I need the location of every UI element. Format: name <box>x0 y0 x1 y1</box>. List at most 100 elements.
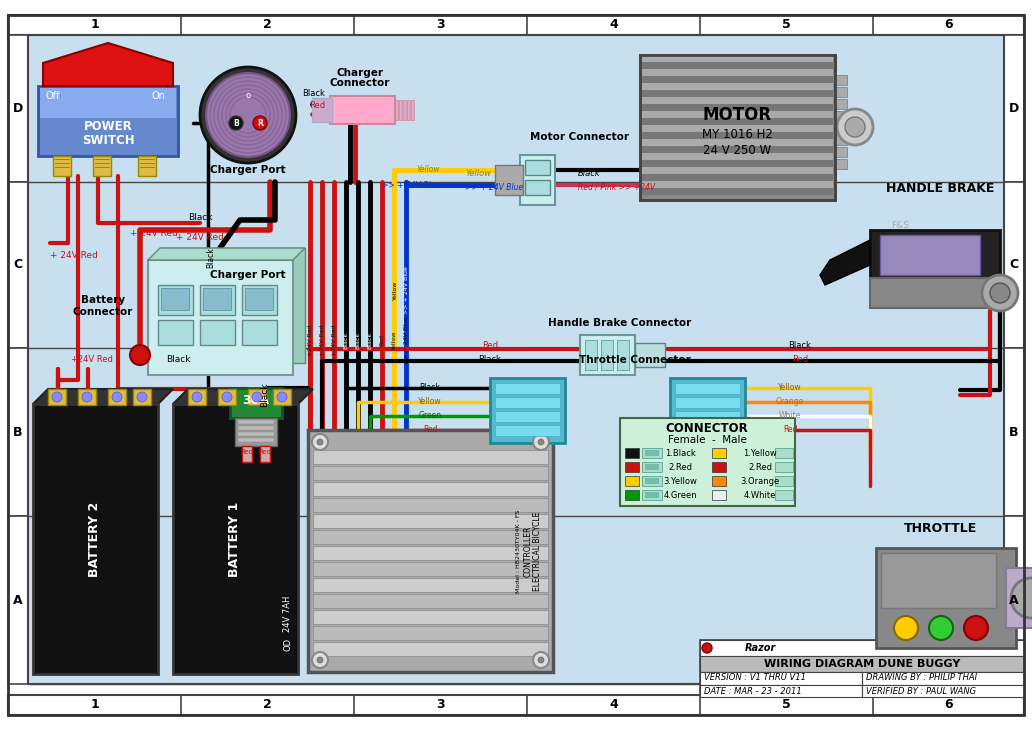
Circle shape <box>894 616 918 640</box>
Bar <box>218 389 236 405</box>
Bar <box>642 62 833 69</box>
Bar <box>642 188 833 195</box>
Text: Yellow: Yellow <box>416 166 440 174</box>
Text: Yellow: Yellow <box>392 280 397 300</box>
Circle shape <box>112 392 122 402</box>
Bar <box>28 35 1004 684</box>
Bar <box>495 425 560 436</box>
Bar <box>835 75 847 85</box>
Bar <box>313 498 548 512</box>
Bar <box>238 432 275 436</box>
Bar <box>835 111 847 121</box>
Bar <box>404 100 406 120</box>
Text: 4: 4 <box>609 18 618 31</box>
Bar <box>238 420 275 424</box>
Bar <box>642 90 833 97</box>
Bar <box>8 695 1024 715</box>
Text: Razor: Razor <box>744 643 776 653</box>
Bar <box>775 490 793 500</box>
Circle shape <box>837 109 873 145</box>
Text: Black: Black <box>578 169 601 177</box>
Circle shape <box>200 67 296 163</box>
Circle shape <box>1011 578 1032 618</box>
Circle shape <box>845 117 865 137</box>
Circle shape <box>52 392 62 402</box>
Text: Green: Green <box>418 412 442 420</box>
Bar <box>158 285 193 315</box>
Text: Black: Black <box>367 331 373 348</box>
Polygon shape <box>43 43 173 86</box>
Text: Throttle Connector: Throttle Connector <box>579 355 690 365</box>
Text: 1: 1 <box>90 18 99 31</box>
Circle shape <box>702 643 712 653</box>
Circle shape <box>252 392 262 402</box>
Text: >> + 24V Blue: >> + 24V Blue <box>465 182 523 191</box>
Text: CONNECTOR: CONNECTOR <box>666 421 748 434</box>
Circle shape <box>277 392 287 402</box>
Text: Red: Red <box>309 101 325 110</box>
Text: 2.Red: 2.Red <box>668 463 692 472</box>
Bar <box>78 389 96 405</box>
Bar <box>700 672 862 685</box>
Text: 2: 2 <box>263 18 271 31</box>
Bar <box>775 462 793 472</box>
Text: 3.Orange: 3.Orange <box>740 477 779 485</box>
Bar <box>1004 182 1024 348</box>
Bar <box>520 155 555 205</box>
Bar <box>642 160 833 167</box>
Text: Red: Red <box>380 334 385 346</box>
Circle shape <box>982 275 1018 311</box>
Bar <box>642 111 833 118</box>
Bar <box>230 388 282 418</box>
Bar <box>28 35 1004 683</box>
Bar <box>645 464 659 470</box>
Text: 24 V 250 W: 24 V 250 W <box>703 144 771 156</box>
Bar <box>880 235 980 275</box>
Text: B: B <box>233 118 238 128</box>
Bar <box>407 100 410 120</box>
Bar <box>675 411 740 422</box>
Circle shape <box>82 392 92 402</box>
Bar <box>313 450 548 464</box>
Bar <box>642 118 833 125</box>
Text: OD: OD <box>284 637 292 650</box>
Bar <box>8 15 1024 35</box>
Bar <box>870 278 1000 308</box>
Bar <box>245 288 273 310</box>
Text: Charger: Charger <box>336 68 384 78</box>
Bar <box>835 123 847 133</box>
Text: 6: 6 <box>944 699 953 712</box>
Text: F&S: F&S <box>891 220 909 229</box>
Text: D: D <box>12 102 23 115</box>
Circle shape <box>130 345 150 365</box>
Text: C: C <box>13 258 23 272</box>
Text: C: C <box>1009 258 1019 272</box>
Bar <box>862 672 1024 685</box>
Bar <box>495 165 523 195</box>
Bar <box>712 490 725 500</box>
Text: B: B <box>13 426 23 439</box>
Text: WIRING DIAGRAM DUNE BUGGY: WIRING DIAGRAM DUNE BUGGY <box>764 659 960 669</box>
Bar <box>38 86 178 156</box>
Bar <box>313 530 548 544</box>
Text: Red: Red <box>423 426 438 434</box>
Text: ELECTRICAL BICYCLE: ELECTRICAL BICYCLE <box>534 511 543 591</box>
Text: BATTERY 2: BATTERY 2 <box>89 502 101 577</box>
Bar <box>712 448 725 458</box>
Text: Black: Black <box>206 247 216 269</box>
Circle shape <box>929 616 953 640</box>
Bar <box>40 88 176 118</box>
Bar <box>8 348 28 516</box>
Text: 24V 7AH: 24V 7AH <box>284 596 292 632</box>
Bar <box>617 340 628 370</box>
Bar <box>312 98 332 122</box>
Bar <box>775 448 793 458</box>
Bar <box>642 69 833 76</box>
Text: MOTOR: MOTOR <box>703 106 772 124</box>
Text: Red: Red <box>482 340 498 350</box>
Bar <box>313 466 548 480</box>
Bar <box>642 139 833 146</box>
Text: 1: 1 <box>90 699 99 712</box>
Bar <box>670 378 745 443</box>
Bar <box>642 476 662 486</box>
